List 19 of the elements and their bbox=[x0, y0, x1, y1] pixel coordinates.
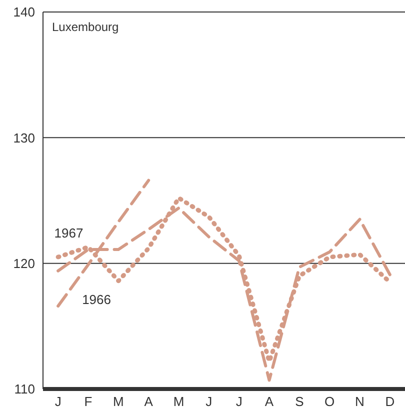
y-tick-label: 140 bbox=[13, 4, 35, 20]
x-tick-label: F bbox=[84, 394, 92, 410]
series-label: 1966 bbox=[82, 292, 112, 308]
x-tick-label: J bbox=[206, 394, 212, 410]
x-tick-label: M bbox=[173, 394, 184, 410]
x-tick-label: N bbox=[355, 394, 364, 410]
x-tick-label: D bbox=[385, 394, 395, 410]
x-tick-label: A bbox=[264, 394, 274, 410]
y-tick-label: 130 bbox=[13, 130, 35, 146]
text: Luxembourg bbox=[52, 20, 119, 34]
x-tick-label: J bbox=[236, 394, 242, 410]
series-label: 1967 bbox=[54, 226, 84, 241]
y-tick-label: 110 bbox=[14, 382, 35, 397]
x-tick-label: S bbox=[295, 394, 304, 410]
y-tick-label: 120 bbox=[13, 256, 35, 271]
x-tick-label: J bbox=[54, 394, 62, 410]
x-tick-label: M bbox=[112, 394, 124, 410]
x-tick-label: A bbox=[144, 394, 154, 410]
x-tick-label: O bbox=[324, 394, 335, 410]
